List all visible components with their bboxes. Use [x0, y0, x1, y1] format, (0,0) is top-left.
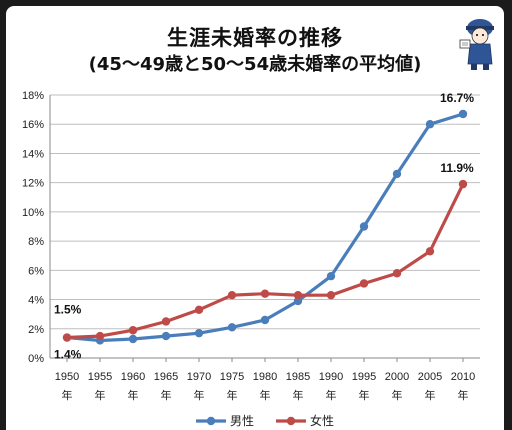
- data-label: 16.7%: [440, 91, 474, 105]
- chart-subtitle: (45〜49歳と50〜54歳未婚率の平均値): [88, 54, 422, 75]
- data-point: [227, 323, 237, 332]
- x-tick-unit: 年: [326, 388, 337, 402]
- x-tick-label: 1960: [121, 371, 145, 383]
- line-chart: 0% 2% 4% 6% 8% 10% 12% 14% 16% 18% 1950 年 1955 年 1960…: [22, 90, 480, 428]
- x-tick-label: 1965: [154, 371, 178, 383]
- data-point: [425, 120, 435, 129]
- legend-swatch-marker: [286, 416, 296, 426]
- x-tick-label: 1955: [88, 371, 112, 383]
- legend-label: 男性: [230, 414, 254, 428]
- y-tick-label: 8%: [28, 236, 44, 248]
- y-tick-label: 2%: [28, 324, 44, 336]
- x-tick-label: 2005: [418, 371, 442, 383]
- data-label: 1.5%: [54, 303, 82, 317]
- data-point: [161, 317, 171, 326]
- data-label: 1.4%: [54, 348, 82, 362]
- x-tick-label: 1970: [187, 371, 211, 383]
- x-tick-unit: 年: [194, 388, 205, 402]
- x-tick-unit: 年: [95, 388, 106, 402]
- data-point: [128, 334, 138, 344]
- data-point: [392, 269, 402, 278]
- x-tick-label: 2000: [385, 371, 409, 383]
- data-point: [260, 289, 270, 298]
- data-point: [194, 305, 204, 314]
- data-point: [95, 331, 105, 341]
- data-point: [458, 179, 468, 189]
- legend: 男性 女性: [196, 413, 334, 428]
- data-point: [359, 279, 369, 288]
- data-labels: 1.5% 1.4% 16.7% 11.9%: [54, 91, 474, 362]
- data-point: [359, 222, 369, 231]
- legend-swatch-marker: [206, 416, 216, 426]
- x-tick-label: 1975: [220, 371, 244, 383]
- x-tick-label: 2010: [451, 371, 475, 383]
- data-label: 11.9%: [440, 161, 474, 175]
- y-tick-label: 16%: [22, 119, 44, 131]
- data-point: [128, 326, 138, 335]
- y-tick-label: 4%: [28, 295, 44, 307]
- series-line-1: [66, 183, 465, 340]
- mascot-illustration: [459, 19, 494, 70]
- legend-label: 女性: [310, 413, 334, 428]
- x-tick-label: 1980: [253, 371, 277, 383]
- data-point: [260, 315, 270, 325]
- gridlines: [50, 94, 480, 330]
- x-tick-label: 1990: [319, 371, 343, 383]
- data-point: [326, 271, 336, 281]
- x-tick-unit: 年: [62, 388, 73, 402]
- y-tick-label: 10%: [22, 207, 44, 219]
- data-point: [458, 109, 468, 119]
- x-tick-unit: 年: [359, 388, 370, 402]
- data-point: [227, 290, 237, 300]
- y-tick-label: 18%: [22, 90, 44, 102]
- x-tick-label: 1995: [352, 371, 376, 383]
- x-tick-label: 1950: [55, 371, 79, 383]
- data-point: [425, 247, 435, 256]
- axes: [49, 95, 480, 362]
- data-point: [293, 296, 303, 306]
- data-point: [62, 333, 72, 342]
- y-tick-label: 6%: [28, 265, 44, 277]
- x-tick-unit: 年: [458, 388, 469, 402]
- data-point: [392, 169, 402, 179]
- chart-frame: 生涯未婚率の推移 (45〜49歳と50〜54歳未婚率の平均値) 0% 2% 4% 6%…: [6, 6, 504, 430]
- y-tick-label: 0%: [28, 353, 44, 365]
- chart-title: 生涯未婚率の推移: [167, 26, 343, 50]
- x-tick-unit: 年: [227, 388, 238, 402]
- x-tick-unit: 年: [161, 388, 172, 402]
- series-line-0: [66, 112, 464, 343]
- x-tick-unit: 年: [260, 388, 271, 402]
- y-axis-ticks: 0% 2% 4% 6% 8% 10% 12% 14% 16% 18%: [22, 90, 44, 365]
- x-axis-ticks: 1950 年 1955 年 1960 年 1965 年 1970 年 1975 年 1980 年 1985 年…: [55, 371, 475, 402]
- x-tick-unit: 年: [293, 388, 304, 402]
- x-tick-unit: 年: [425, 388, 436, 402]
- x-tick-unit: 年: [128, 388, 139, 402]
- x-tick-label: 1985: [286, 371, 310, 383]
- series-lines: [62, 109, 468, 345]
- data-point: [161, 331, 171, 341]
- x-tick-unit: 年: [392, 388, 403, 402]
- y-tick-label: 12%: [22, 178, 44, 190]
- data-point: [293, 290, 303, 300]
- data-point: [194, 328, 204, 338]
- data-point: [326, 290, 336, 300]
- y-tick-label: 14%: [22, 148, 44, 160]
